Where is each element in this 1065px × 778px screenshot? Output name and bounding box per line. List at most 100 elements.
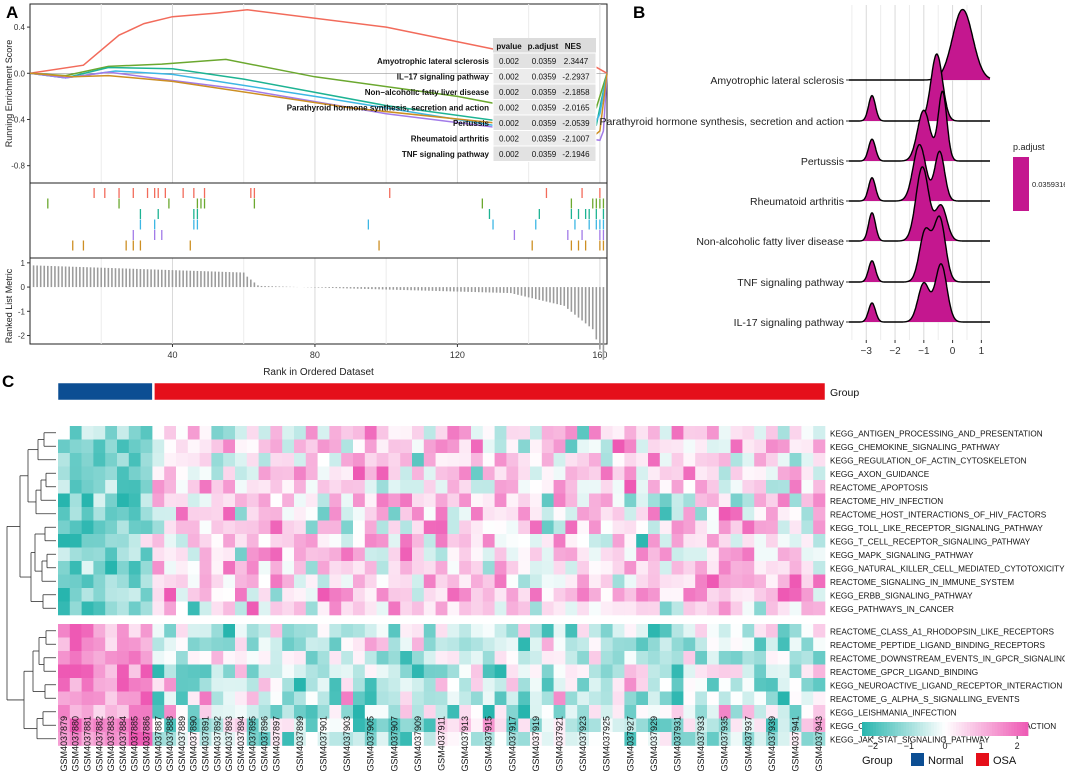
heatmap-cell [624, 466, 637, 481]
heatmap-cell [423, 493, 436, 508]
heatmap-cell [58, 651, 71, 665]
heatmap-cell [813, 624, 826, 638]
heatmap-cell [117, 466, 130, 481]
ridge-fill [849, 166, 990, 241]
heatmap-cell [648, 466, 661, 481]
heatmap-cell [152, 624, 165, 638]
heatmap-column-label: GSM4037896 [260, 716, 270, 772]
heatmap-cell [258, 493, 271, 508]
heatmap-cell [541, 678, 554, 692]
heatmap-cell [223, 561, 236, 575]
heatmap-cell [565, 651, 578, 665]
heatmap-cell [766, 651, 779, 665]
heatmap-cell [801, 678, 814, 692]
heatmap-cell [789, 453, 802, 467]
colorbar-segment [906, 722, 910, 736]
heatmap-cell [388, 624, 401, 638]
heatmap-column-label: GSM4037897 [271, 716, 281, 772]
heatmap-cell [695, 678, 708, 692]
heatmap-cell [81, 547, 94, 562]
heatmap-cell [494, 561, 507, 575]
colorbar-segment [969, 722, 974, 736]
heatmap-cell [223, 520, 236, 535]
heatmap-cell [813, 705, 826, 719]
heatmap-cell [235, 624, 248, 638]
heatmap-cell [176, 651, 189, 665]
heatmap-cell [801, 588, 814, 602]
heatmap-cell [766, 732, 779, 746]
heatmap-cell [329, 561, 342, 575]
colorbar-segment [925, 722, 929, 736]
heatmap-cell [813, 534, 826, 548]
heatmap-cell [494, 426, 507, 440]
heatmap-cell [577, 678, 590, 692]
colorbar-segment [1016, 722, 1021, 736]
colorbar-segment [933, 722, 938, 736]
heatmap-cell [282, 561, 295, 575]
heatmap-cell [459, 439, 472, 454]
heatmap-cell [718, 705, 731, 719]
heatmap-cell [648, 691, 661, 706]
heatmap-cell [105, 453, 118, 467]
heatmap-cell [789, 624, 802, 638]
heatmap-cell [565, 439, 578, 454]
heatmap-cell [600, 466, 613, 481]
heatmap-cell [659, 439, 672, 454]
heatmap-cell [58, 561, 71, 575]
heatmap-cell [577, 732, 590, 746]
heatmap-cell [766, 547, 779, 562]
heatmap-column-label: GSM4037933 [696, 716, 706, 772]
colorbar-segment [881, 722, 885, 736]
heatmap-cell [659, 705, 672, 719]
heatmap-cell [541, 691, 554, 706]
heatmap-cell [718, 426, 731, 440]
heatmap-cell [164, 507, 177, 521]
colorbar-segment [972, 722, 976, 736]
heatmap-cell [565, 624, 578, 638]
heatmap-row-label: KEGG_NATURAL_KILLER_CELL_MEDIATED_CYTOTO… [830, 564, 1065, 573]
heatmap-cell [341, 574, 354, 589]
heatmap-cell [246, 588, 259, 602]
heatmap-cell [364, 678, 377, 692]
heatmap-cell [317, 678, 330, 692]
heatmap-cell [730, 453, 743, 467]
y2-axis-title: Ranked List Metric [4, 268, 14, 343]
heatmap-cell [187, 718, 200, 733]
colorbar-segment [931, 722, 935, 736]
heatmap-cell [600, 561, 613, 575]
heatmap-cell [105, 466, 118, 481]
colorbar-segment [895, 722, 899, 736]
heatmap-cell [58, 637, 71, 652]
heatmap-cell [152, 664, 165, 679]
heatmap-cell [447, 466, 460, 481]
heatmap-cell [447, 507, 460, 521]
heatmap-cell [683, 637, 696, 652]
heatmap-cell [164, 705, 177, 719]
heatmap-cell [376, 453, 389, 467]
heatmap-cell [624, 574, 637, 589]
heatmap-cell [565, 718, 578, 733]
heatmap-cell [589, 732, 602, 746]
colorbar-segment [983, 722, 987, 736]
heatmap-cell [317, 637, 330, 652]
heatmap-cell [199, 651, 212, 665]
heatmap-cell [423, 664, 436, 679]
heatmap-cell [742, 732, 755, 746]
heatmap-cell [683, 453, 696, 467]
heatmap-cell [506, 624, 519, 638]
heatmap-cell [412, 547, 425, 562]
heatmap-row-label: KEGG_NEUROACTIVE_LIGAND_RECEPTOR_INTERAC… [830, 681, 1062, 690]
heatmap-cell [530, 480, 543, 494]
heatmap-cell [447, 691, 460, 706]
heatmap-cell [128, 664, 141, 679]
heatmap-cell [187, 534, 200, 548]
heatmap-cell [766, 439, 779, 454]
heatmap-cell [742, 493, 755, 508]
heatmap-cell [305, 507, 318, 521]
heatmap-cell [164, 601, 177, 616]
heatmap-cell [294, 439, 307, 454]
heatmap-cell [305, 466, 318, 481]
heatmap-cell [69, 466, 82, 481]
heatmap-cell [176, 439, 189, 454]
heatmap-cell [258, 664, 271, 679]
